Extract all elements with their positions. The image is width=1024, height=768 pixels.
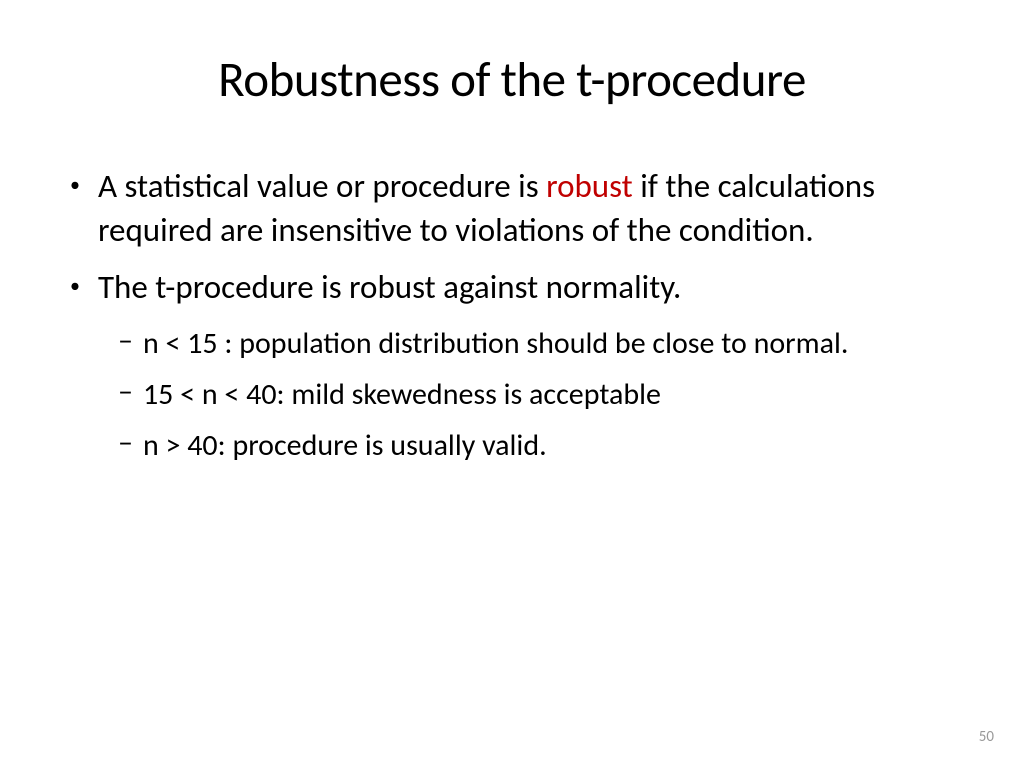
- bullet-dot-icon: •: [70, 173, 80, 197]
- sub-bullet-text-2: 15 < n < 40: mild skewedness is acceptab…: [143, 375, 661, 414]
- slide-container: Robustness of the t-procedure • A statis…: [0, 0, 1024, 768]
- dash-icon: –: [118, 322, 133, 359]
- bullet-item-1: • A statistical value or procedure is ro…: [70, 165, 964, 252]
- sub-bullet-item-2: – 15 < n < 40: mild skewedness is accept…: [118, 375, 964, 414]
- slide-title: Robustness of the t-procedure: [60, 50, 964, 110]
- dash-icon: –: [118, 424, 133, 461]
- bullet-text-1: A statistical value or procedure is robu…: [98, 165, 964, 252]
- sub-bullet-item-1: – n < 15 : population distribution shoul…: [118, 324, 964, 363]
- bullet-text-1-pre: A statistical value or procedure is: [98, 166, 546, 206]
- slide-content: • A statistical value or procedure is ro…: [60, 165, 964, 465]
- sub-bullet-text-3: n > 40: procedure is usually valid.: [143, 426, 547, 465]
- sub-bullet-text-1: n < 15 : population distribution should …: [143, 324, 848, 363]
- bullet-text-2: The t-procedure is robust against normal…: [98, 266, 681, 310]
- dash-icon: –: [118, 373, 133, 410]
- page-number: 50: [979, 728, 994, 746]
- emphasis-robust: robust: [546, 166, 633, 206]
- bullet-dot-icon: •: [70, 274, 80, 298]
- bullet-item-2: • The t-procedure is robust against norm…: [70, 266, 964, 310]
- sub-bullet-item-3: – n > 40: procedure is usually valid.: [118, 426, 964, 465]
